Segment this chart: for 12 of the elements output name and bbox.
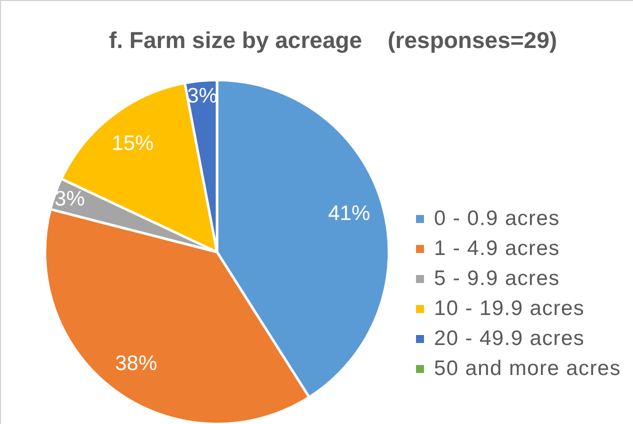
data-label: 3% (187, 84, 218, 108)
legend-label: 10 - 19.9 acres (434, 297, 585, 321)
legend-label: 5 - 9.9 acres (434, 267, 560, 291)
data-label: 41% (328, 202, 370, 226)
legend-label: 1 - 4.9 acres (434, 237, 560, 261)
data-label: 15% (112, 132, 154, 155)
data-label: 38% (115, 352, 158, 375)
legend-label: 20 - 49.9 acres (434, 327, 585, 351)
data-label: 3% (54, 187, 85, 210)
legend-label: 50 and more acres (434, 357, 621, 381)
legend-label: 0 - 0.9 acres (434, 207, 560, 231)
chart-title: f. Farm size by acreage (responses=29) (108, 27, 558, 53)
